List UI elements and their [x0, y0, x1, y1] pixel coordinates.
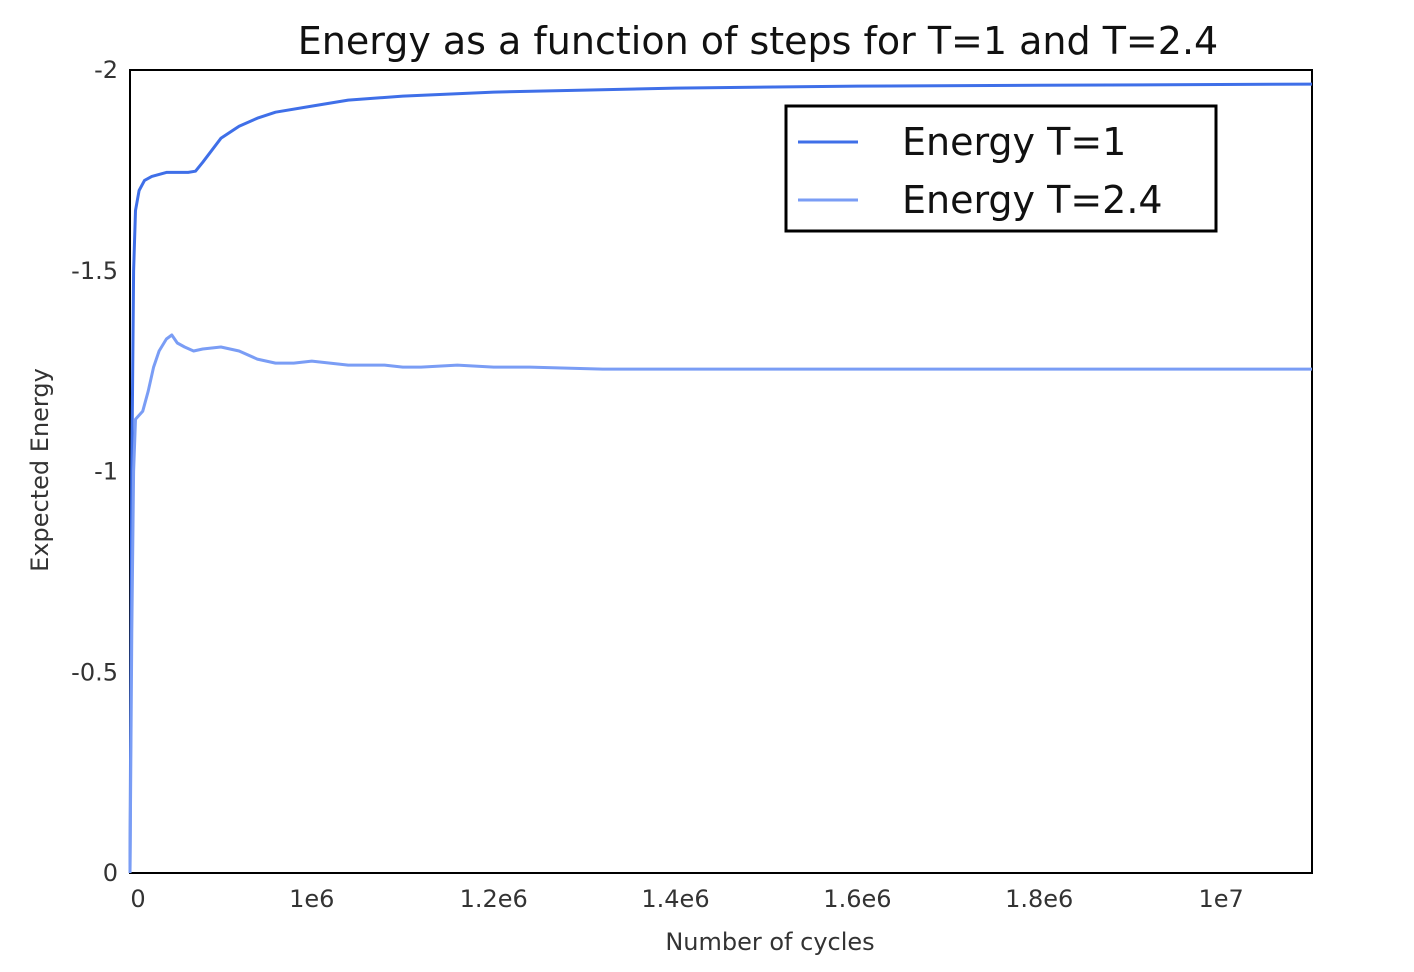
x-axis-ticks: 0 1e6 1.2e6 1.4e6 1.6e6 1.8e6 1e7 — [130, 885, 1243, 913]
legend-frame — [784, 104, 1218, 233]
plot-area-frame — [129, 69, 1313, 874]
x-tick-label: 1e7 — [1198, 885, 1243, 913]
y-axis-label: Expected Energy — [26, 368, 54, 572]
y-axis-ticks: 0 -0.5 -1 -1.5 -2 — [71, 56, 118, 887]
y-tick-label: -2 — [94, 56, 118, 84]
y-tick-label: -1 — [94, 458, 118, 486]
x-tick-label: 1.2e6 — [460, 885, 528, 913]
y-tick-label: -1.5 — [71, 257, 118, 285]
series-layer — [128, 82, 1313, 874]
legend: Energy T=1 Energy T=2.4 — [784, 104, 1218, 233]
y-tick-label: 0 — [103, 859, 118, 887]
legend-label-energy-t24: Energy T=2.4 — [902, 178, 1163, 222]
series-line-0 — [128, 82, 1313, 874]
x-tick-label: 1.6e6 — [823, 885, 891, 913]
x-tick-label: 1e6 — [289, 885, 334, 913]
x-tick-label: 1.4e6 — [641, 885, 709, 913]
y-tick-label: -0.5 — [71, 658, 118, 686]
legend-label-energy-t1: Energy T=1 — [902, 120, 1126, 164]
chart-title: Energy as a function of steps for T=1 an… — [298, 19, 1218, 63]
x-axis-label: Number of cycles — [665, 928, 874, 956]
x-tick-label: 1.8e6 — [1005, 885, 1073, 913]
x-tick-label: 0 — [130, 885, 145, 913]
series-line-1 — [128, 333, 1312, 874]
